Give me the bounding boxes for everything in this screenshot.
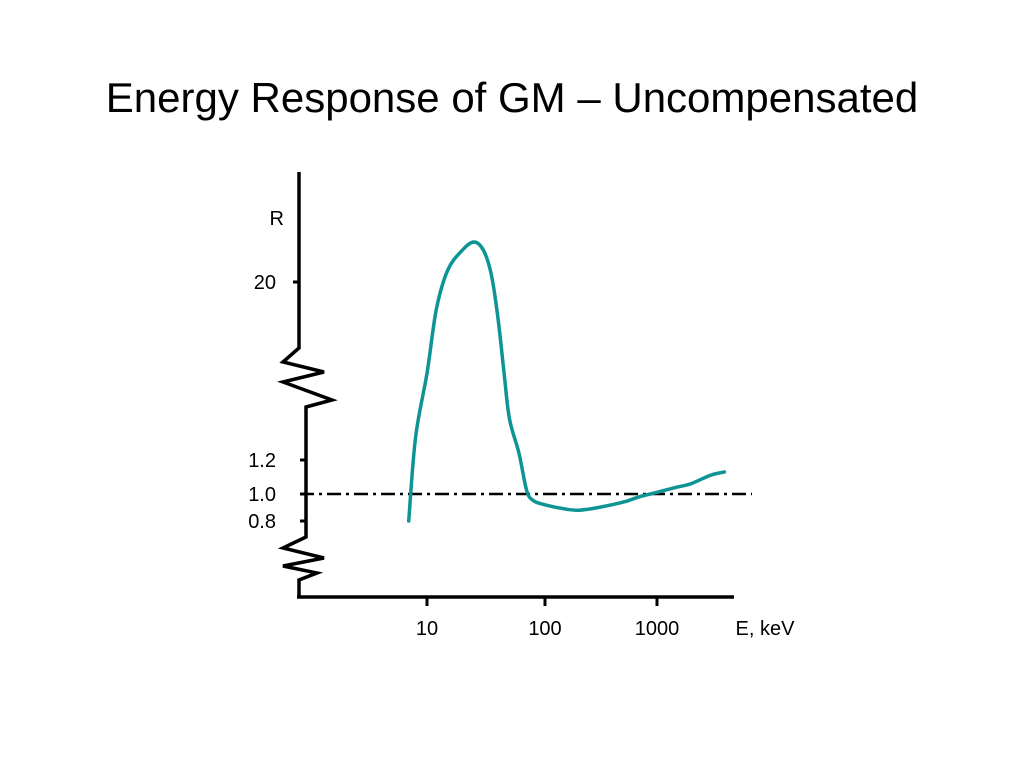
chart-labels: 0.8 1.0 1.2 20 R 10 100 1000 E, keV (248, 208, 795, 640)
slide-title: Energy Response of GM – Uncompensated (105, 74, 919, 121)
y-tick-label: 20 (254, 272, 276, 294)
chart-series (300, 240, 752, 523)
x-tick-label: 1000 (635, 618, 680, 640)
chart-axes (277, 172, 734, 599)
y-axis-label: R (270, 208, 284, 230)
y-tick-label: 1.2 (248, 450, 276, 472)
y-tick-label: 1.0 (248, 484, 276, 506)
x-tick-label: 10 (416, 618, 438, 640)
x-axis-label: E, keV (736, 618, 796, 640)
x-tick-label: 100 (528, 618, 561, 640)
y-tick-label: 0.8 (248, 511, 276, 533)
y-axis-line (277, 172, 338, 597)
chart-ticks (293, 280, 659, 606)
response-curve (406, 240, 727, 523)
